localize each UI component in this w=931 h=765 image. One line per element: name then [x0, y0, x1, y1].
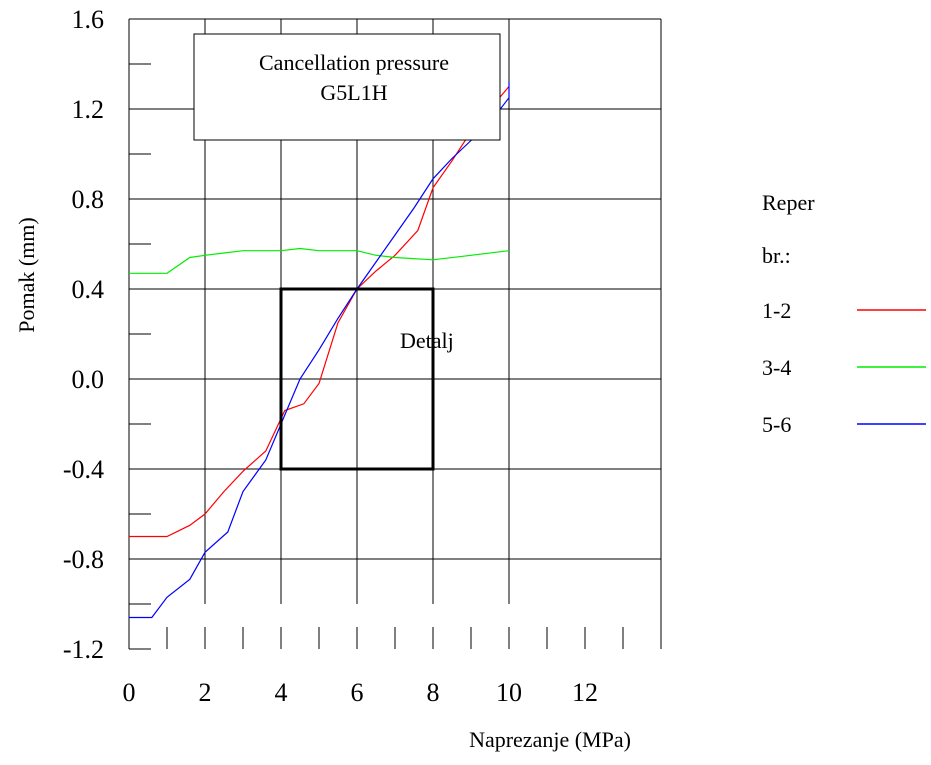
legend-label: 1-2 — [762, 298, 791, 323]
detail-label: Detalj — [400, 328, 454, 353]
x-axis-label: Naprezanje (MPa) — [469, 727, 631, 752]
series-line-5-6 — [129, 82, 510, 619]
chart-subtitle: G5L1H — [320, 80, 387, 105]
detail-box: Detalj — [279, 287, 454, 471]
x-tick-label: 6 — [351, 678, 364, 707]
legend-entry: 1-2 — [762, 298, 926, 323]
title-box: Cancellation pressure G5L1H — [193, 33, 501, 141]
legend-subtitle: br.: — [762, 243, 791, 268]
legend-entry: 5-6 — [762, 412, 926, 437]
y-tick-label: 1.6 — [72, 5, 105, 34]
x-tick-label: 10 — [496, 678, 522, 707]
x-tick-label: 4 — [275, 678, 288, 707]
x-tick-label: 2 — [199, 678, 212, 707]
series-line-3-4 — [129, 247, 510, 274]
minor-ticks — [129, 18, 624, 650]
y-tick-label: -0.8 — [63, 545, 104, 574]
y-tick-label: 0.4 — [72, 275, 105, 304]
x-tick-labels: 0 2 4 6 8 10 12 — [123, 678, 599, 707]
data-series — [129, 82, 510, 619]
detail-rectangle — [279, 287, 435, 471]
chart-title: Cancellation pressure — [259, 50, 449, 75]
legend-label: 3-4 — [762, 355, 791, 380]
y-tick-label: 0.8 — [72, 185, 105, 214]
y-tick-label: -1.2 — [63, 635, 104, 664]
x-tick-label: 8 — [427, 678, 440, 707]
y-tick-label: -0.4 — [63, 455, 104, 484]
x-tick-label: 12 — [572, 678, 598, 707]
y-tick-label: 1.2 — [72, 95, 105, 124]
title-box-frame — [193, 33, 501, 141]
legend-label: 5-6 — [762, 412, 791, 437]
legend-title: Reper — [762, 190, 815, 215]
x-tick-label: 0 — [123, 678, 136, 707]
y-tick-labels: -1.2 -0.8 -0.4 0.0 0.4 0.8 1.2 1.6 — [63, 5, 104, 664]
legend-entry: 3-4 — [762, 355, 926, 380]
y-tick-label: 0.0 — [72, 365, 105, 394]
legend: Reper br.: 1-2 3-4 5-6 — [762, 190, 926, 437]
series-line-1-2 — [129, 86, 510, 538]
y-axis-label: Pomak (mm) — [14, 217, 39, 333]
